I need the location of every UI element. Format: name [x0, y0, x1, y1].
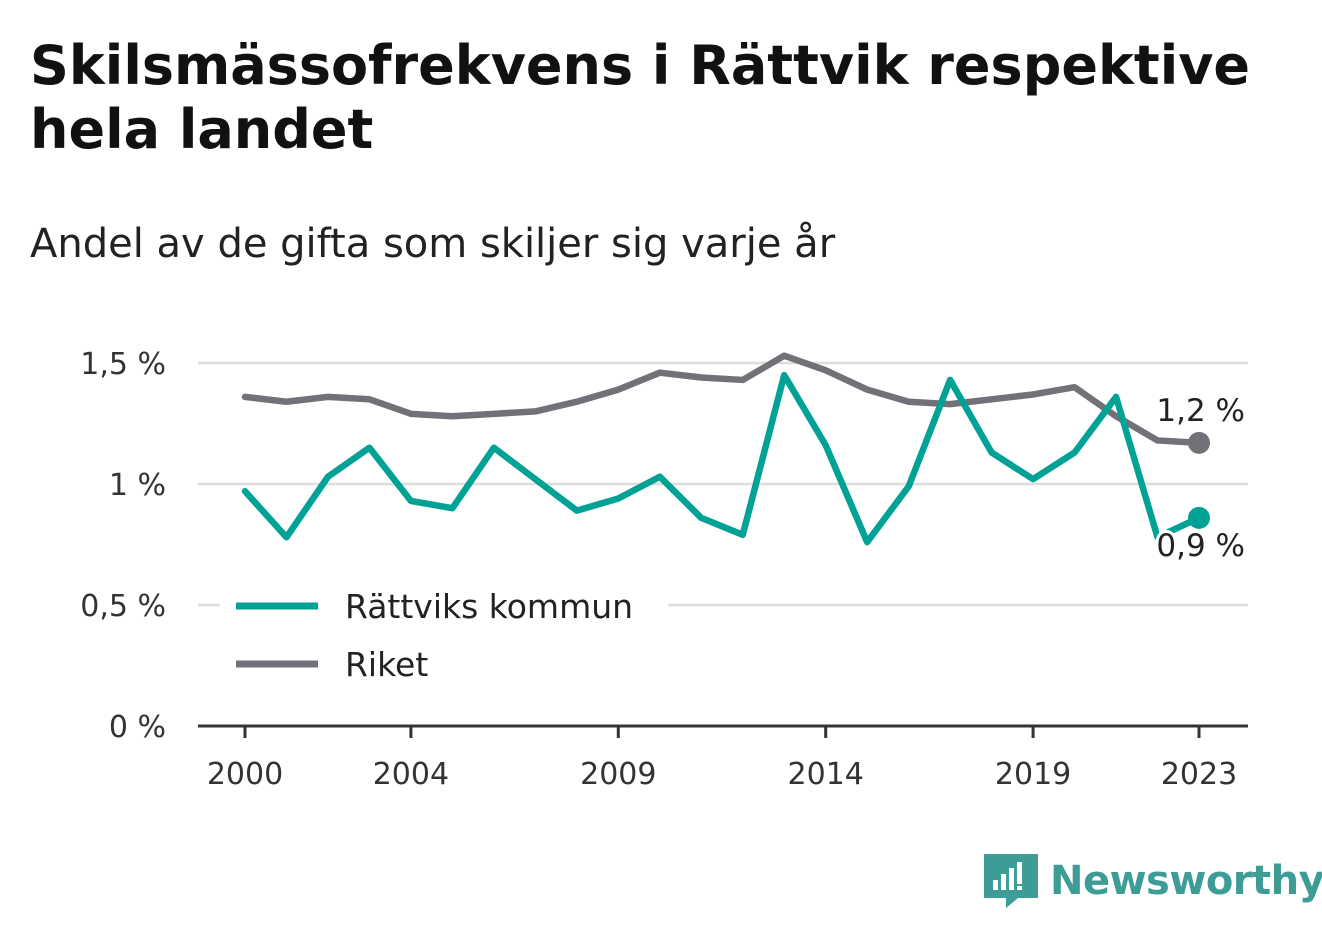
chart-title: Skilsmässofrekvens i Rättvik respektive …	[30, 34, 1251, 161]
legend: Rättviks kommun Riket	[220, 582, 668, 692]
end-point	[1188, 506, 1210, 529]
end-value-label: 0,9 %	[1156, 528, 1245, 564]
end-point	[1188, 431, 1210, 454]
brand-name: Newsworthy	[1050, 858, 1322, 904]
y-tick-label: 1 %	[109, 468, 166, 503]
x-tick-label: 2009	[580, 757, 656, 792]
legend-entry: Rättviks kommun	[345, 587, 633, 626]
x-axis: 2000 2004 2009 2014 2019 2023	[198, 724, 1248, 792]
x-tick-label: 2014	[788, 757, 864, 792]
end-labels: 0,9 % 1,2 %	[1153, 390, 1248, 567]
x-tick-label: 2004	[373, 757, 449, 792]
newsworthy-logo-icon	[984, 854, 1038, 908]
x-tick-label: 2023	[1161, 757, 1237, 792]
series-line-riket	[241, 352, 1203, 447]
y-tick-label: 0,5 %	[80, 589, 166, 624]
x-tick-label: 2000	[207, 757, 283, 792]
chart-subtitle: Andel av de gifta som skiljer sig varje …	[30, 221, 836, 267]
x-tick-label: 2019	[995, 757, 1071, 792]
end-value-label: 1,2 %	[1156, 393, 1245, 429]
series-line-rattvik	[241, 371, 1203, 546]
newsworthy-logo: Newsworthy	[980, 850, 1322, 912]
y-tick-label: 0 %	[109, 710, 166, 745]
y-tick-label: 1,5 %	[80, 347, 166, 382]
y-axis-ticks: 0 % 0,5 % 1 % 1,5 %	[80, 347, 166, 745]
series-lines	[241, 352, 1210, 546]
legend-box	[220, 582, 668, 692]
legend-entry: Riket	[345, 645, 428, 684]
